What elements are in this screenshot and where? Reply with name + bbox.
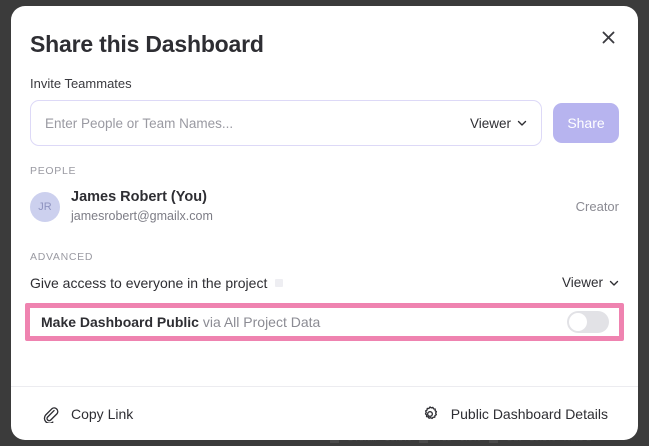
advanced-group-label: ADVANCED [30, 250, 94, 263]
project-access-row: Give access to everyone in the project V… [30, 275, 619, 291]
person-name: James Robert (You) [71, 189, 207, 206]
person-email: jamesrobert@gmailx.com [71, 208, 213, 223]
close-icon[interactable] [595, 24, 621, 50]
make-public-label: Make Dashboard Public [41, 313, 199, 330]
make-public-toggle[interactable] [567, 310, 609, 333]
share-dashboard-modal: Share this Dashboard Invite Teammates Vi… [11, 6, 638, 440]
public-dashboard-details-button[interactable]: Public Dashboard Details [421, 405, 608, 423]
toggle-knob [569, 312, 587, 331]
chevron-down-icon [609, 280, 619, 286]
modal-header: Share this Dashboard [11, 6, 638, 57]
share-button[interactable]: Share [553, 103, 619, 144]
gear-icon [424, 405, 437, 419]
paperclip-icon [43, 406, 59, 423]
project-access-role-value: Viewer [561, 275, 603, 291]
invite-row: Viewer Share [30, 100, 619, 147]
page-title: Share this Dashboard [30, 31, 264, 57]
modal-footer: Copy Link Public Dashboard Details [11, 386, 638, 440]
invite-teammates-label: Invite Teammates [30, 76, 132, 92]
make-dashboard-public-row[interactable]: Make Dashboard Public via All Project Da… [25, 302, 624, 341]
search-input[interactable] [45, 115, 460, 131]
copy-link-label: Copy Link [71, 405, 134, 422]
invite-role-value: Viewer [469, 115, 511, 131]
invite-role-select[interactable]: Viewer [460, 116, 527, 131]
make-public-text: Make Dashboard Public via All Project Da… [41, 314, 320, 330]
modal-body: Invite Teammates Viewer Share PEOPLE JR … [11, 57, 638, 386]
list-item: JR James Robert (You) jamesrobert@gmailx… [30, 188, 619, 224]
make-public-sublabel: via All Project Data [202, 313, 321, 330]
chevron-down-icon [517, 121, 527, 126]
person-info: James Robert (You) jamesrobert@gmailx.co… [71, 188, 576, 224]
public-dashboard-details-label: Public Dashboard Details [450, 405, 608, 422]
project-access-role-select[interactable]: Viewer [552, 275, 619, 290]
project-access-label: Give access to everyone in the project [30, 274, 268, 291]
copy-link-button[interactable]: Copy Link [41, 405, 133, 423]
invite-input-box[interactable]: Viewer [30, 100, 542, 147]
people-group-label: PEOPLE [30, 165, 77, 178]
project-access-text: Give access to everyone in the project [30, 274, 284, 291]
avatar: JR [30, 191, 60, 222]
info-icon [275, 278, 284, 287]
person-role: Creator [575, 199, 619, 215]
